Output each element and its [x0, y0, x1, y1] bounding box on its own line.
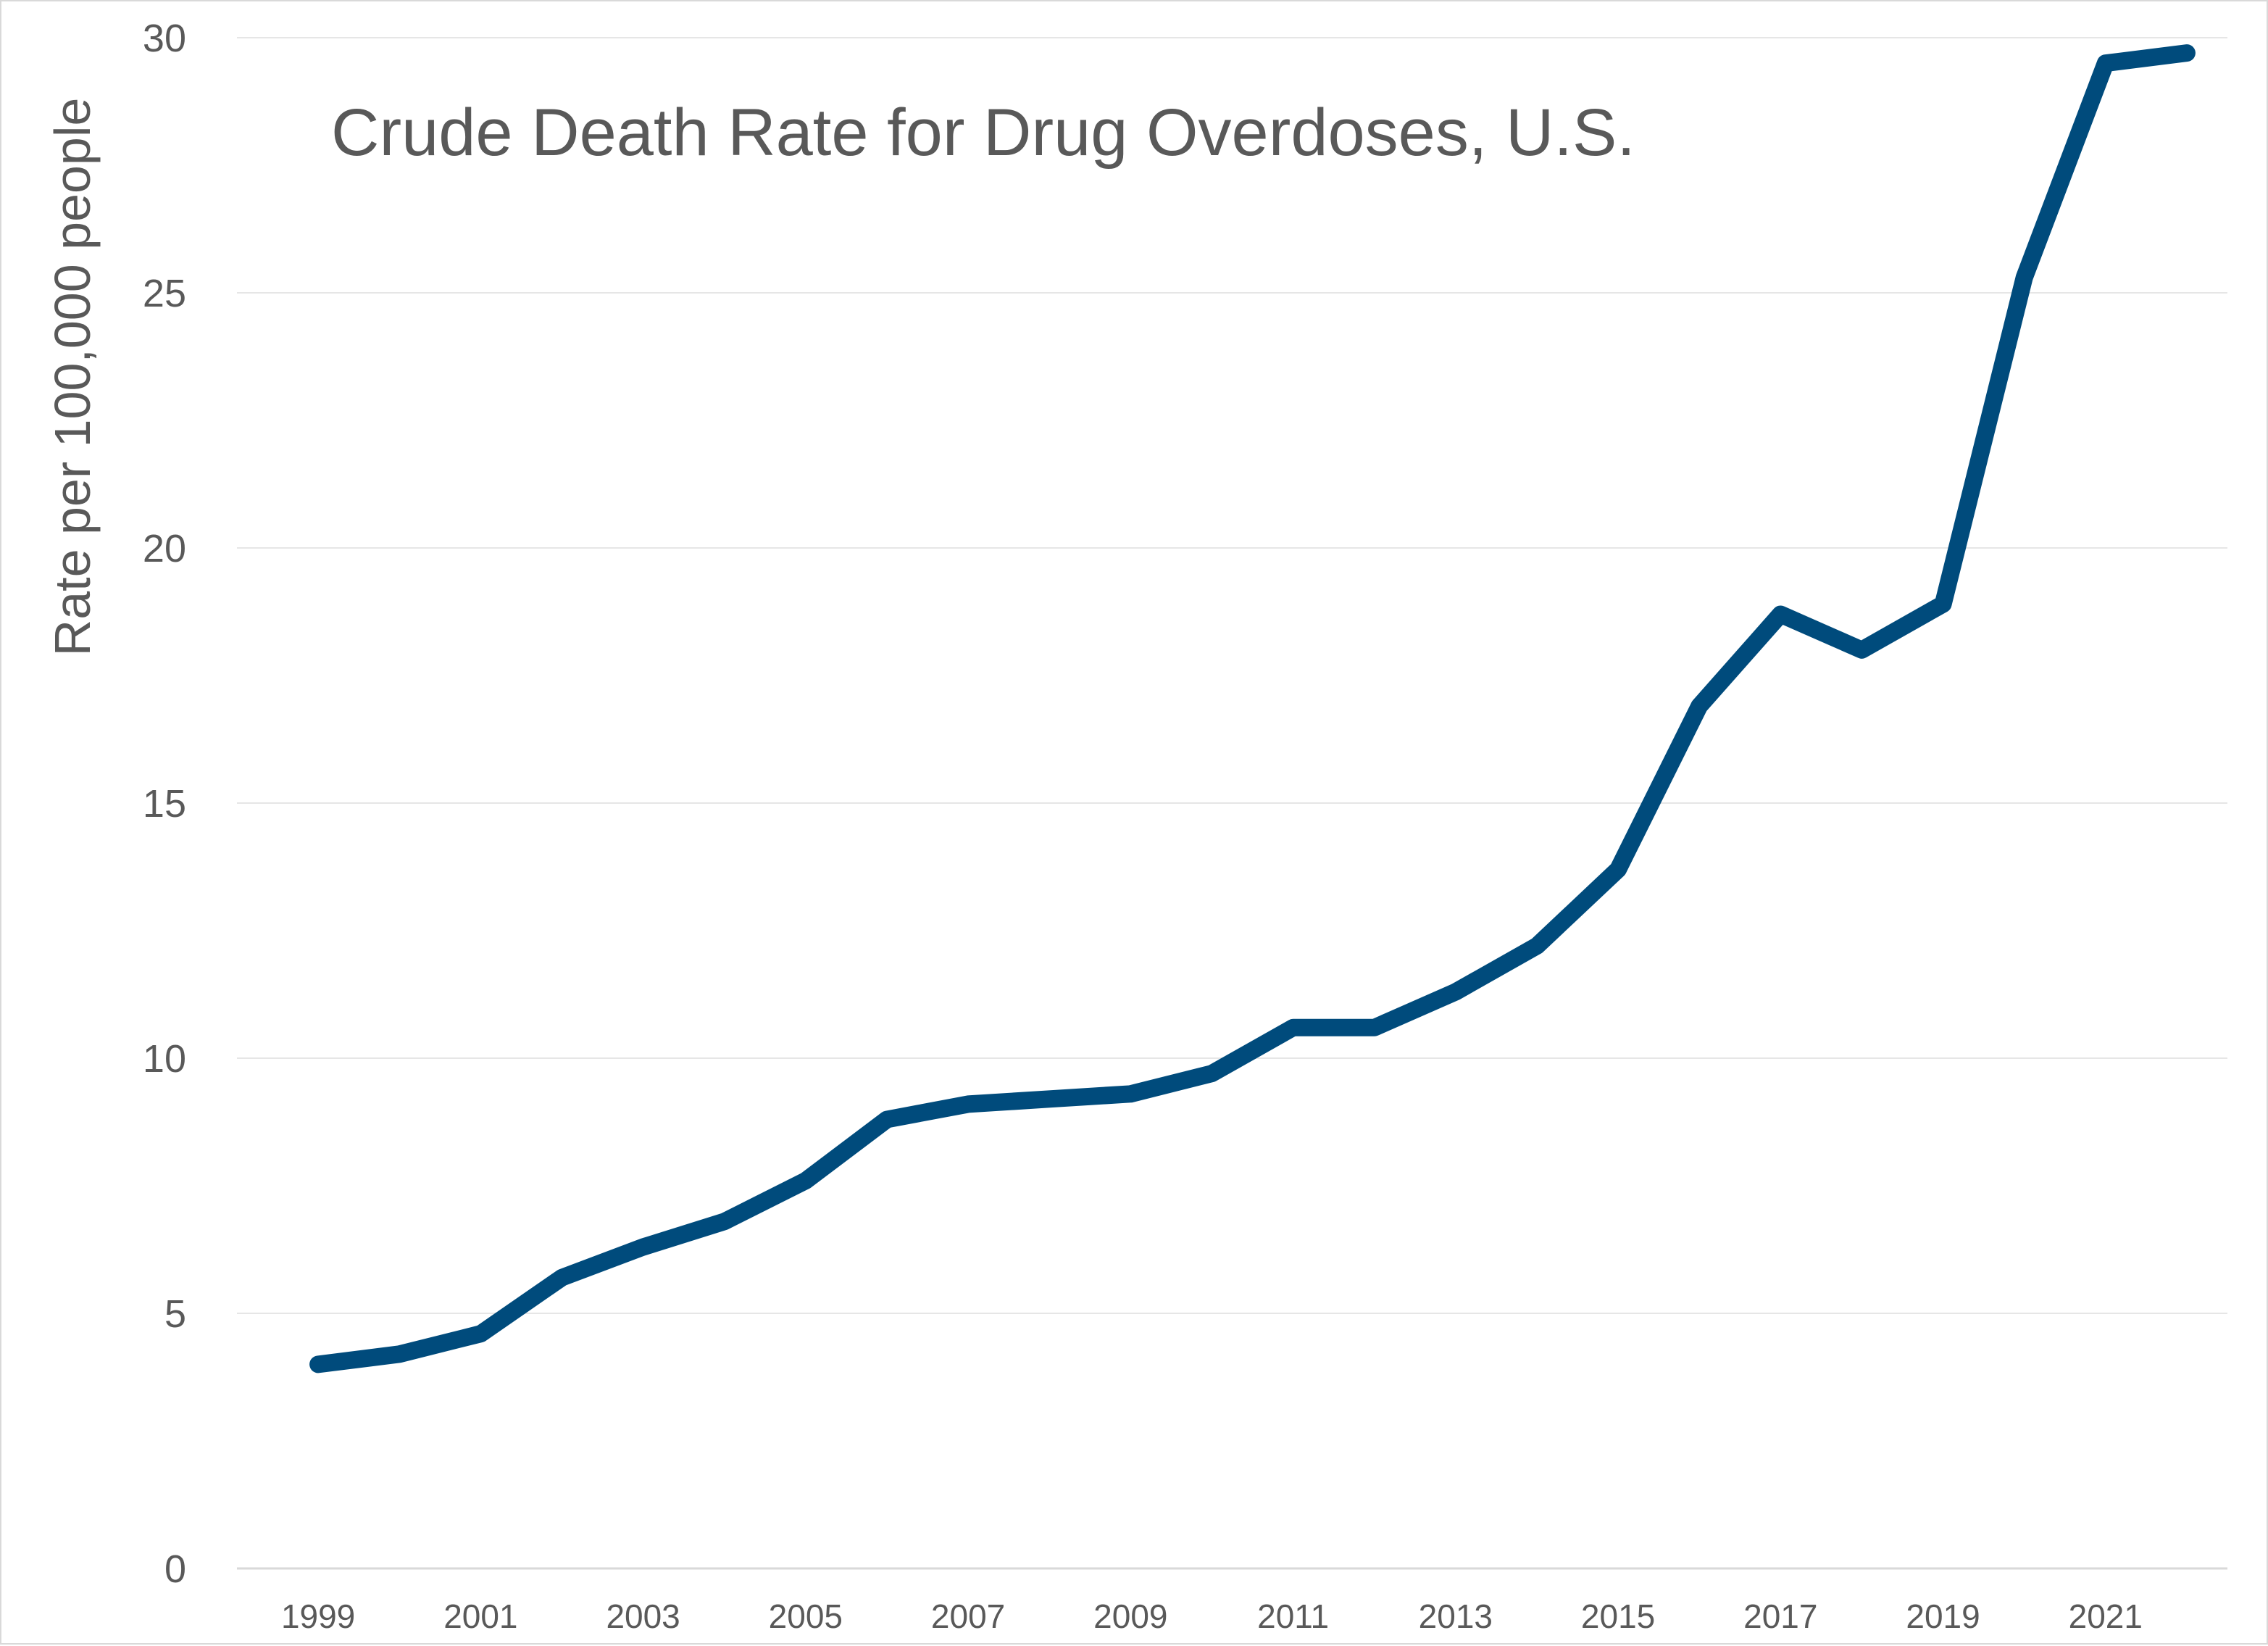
x-axis-tick-labels: 1999 2001 2003 2005 2007 2009 2011 2013 2015 2017…: [281, 1597, 2143, 1635]
x-tick-label: 2007: [931, 1597, 1005, 1635]
x-tick-label: 2003: [606, 1597, 680, 1635]
x-tick-label: 2017: [1743, 1597, 1817, 1635]
y-axis-title: Rate per 100,000 people: [44, 98, 101, 657]
series-line: [309, 44, 2196, 1373]
x-tick-label: 2001: [443, 1597, 517, 1635]
series-lines: [309, 44, 2196, 1373]
gridlines: [237, 37, 2227, 1570]
x-tick-label: 2009: [1093, 1597, 1167, 1635]
x-tick-label: 2021: [2069, 1597, 2143, 1635]
x-tick-label: 1999: [281, 1597, 355, 1635]
x-tick-label: 2013: [1419, 1597, 1493, 1635]
y-tick-label: 25: [143, 272, 186, 315]
y-tick-label: 20: [143, 527, 186, 570]
y-tick-label: 10: [143, 1037, 186, 1081]
x-tick-label: 2011: [1257, 1597, 1329, 1635]
y-tick-label: 30: [143, 17, 186, 60]
x-tick-label: 2019: [1906, 1597, 1980, 1635]
x-tick-label: 2015: [1581, 1597, 1655, 1635]
y-axis-tick-labels: 0 5 10 15 20 25 30: [143, 17, 186, 1591]
y-tick-label: 0: [164, 1547, 186, 1591]
y-tick-label: 15: [143, 782, 186, 826]
x-tick-label: 2005: [769, 1597, 843, 1635]
y-tick-label: 5: [164, 1292, 186, 1336]
chart-title: Crude Death Rate for Drug Overdoses, U.S…: [331, 96, 1635, 170]
